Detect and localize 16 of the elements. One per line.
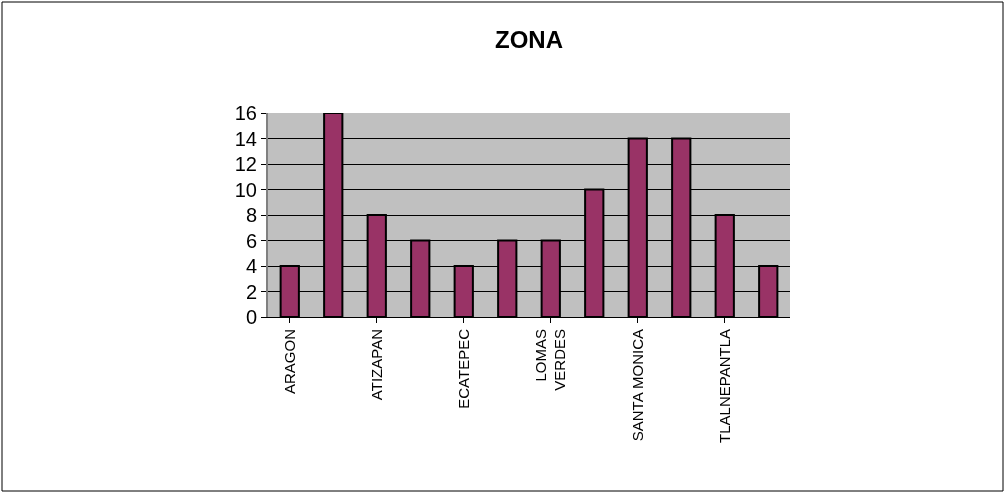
y-tick-label: 10 [234, 178, 257, 201]
y-tick-label: 0 [245, 306, 257, 328]
x-tick-label: ATIZAPAN [367, 329, 385, 401]
x-tick-label: TLALNEPANTLA [715, 329, 733, 443]
chart-title: ZONA [495, 26, 563, 54]
x-tick-label: SANTA MONICA [628, 329, 646, 442]
x-tick-label: LOMAS VERDES [531, 329, 569, 391]
x-tick-label: ECATEPEC [454, 328, 472, 409]
y-tick-label: 6 [245, 229, 257, 252]
y-tick-label: 16 [234, 102, 257, 124]
y-tick-label: 2 [245, 280, 257, 303]
y-tick-label: 12 [234, 153, 257, 175]
y-tick-label: 8 [245, 204, 257, 226]
y-tick-label: 14 [234, 127, 257, 150]
y-tick-label: 4 [245, 255, 257, 277]
x-tick-label: ARAGON [280, 329, 298, 395]
